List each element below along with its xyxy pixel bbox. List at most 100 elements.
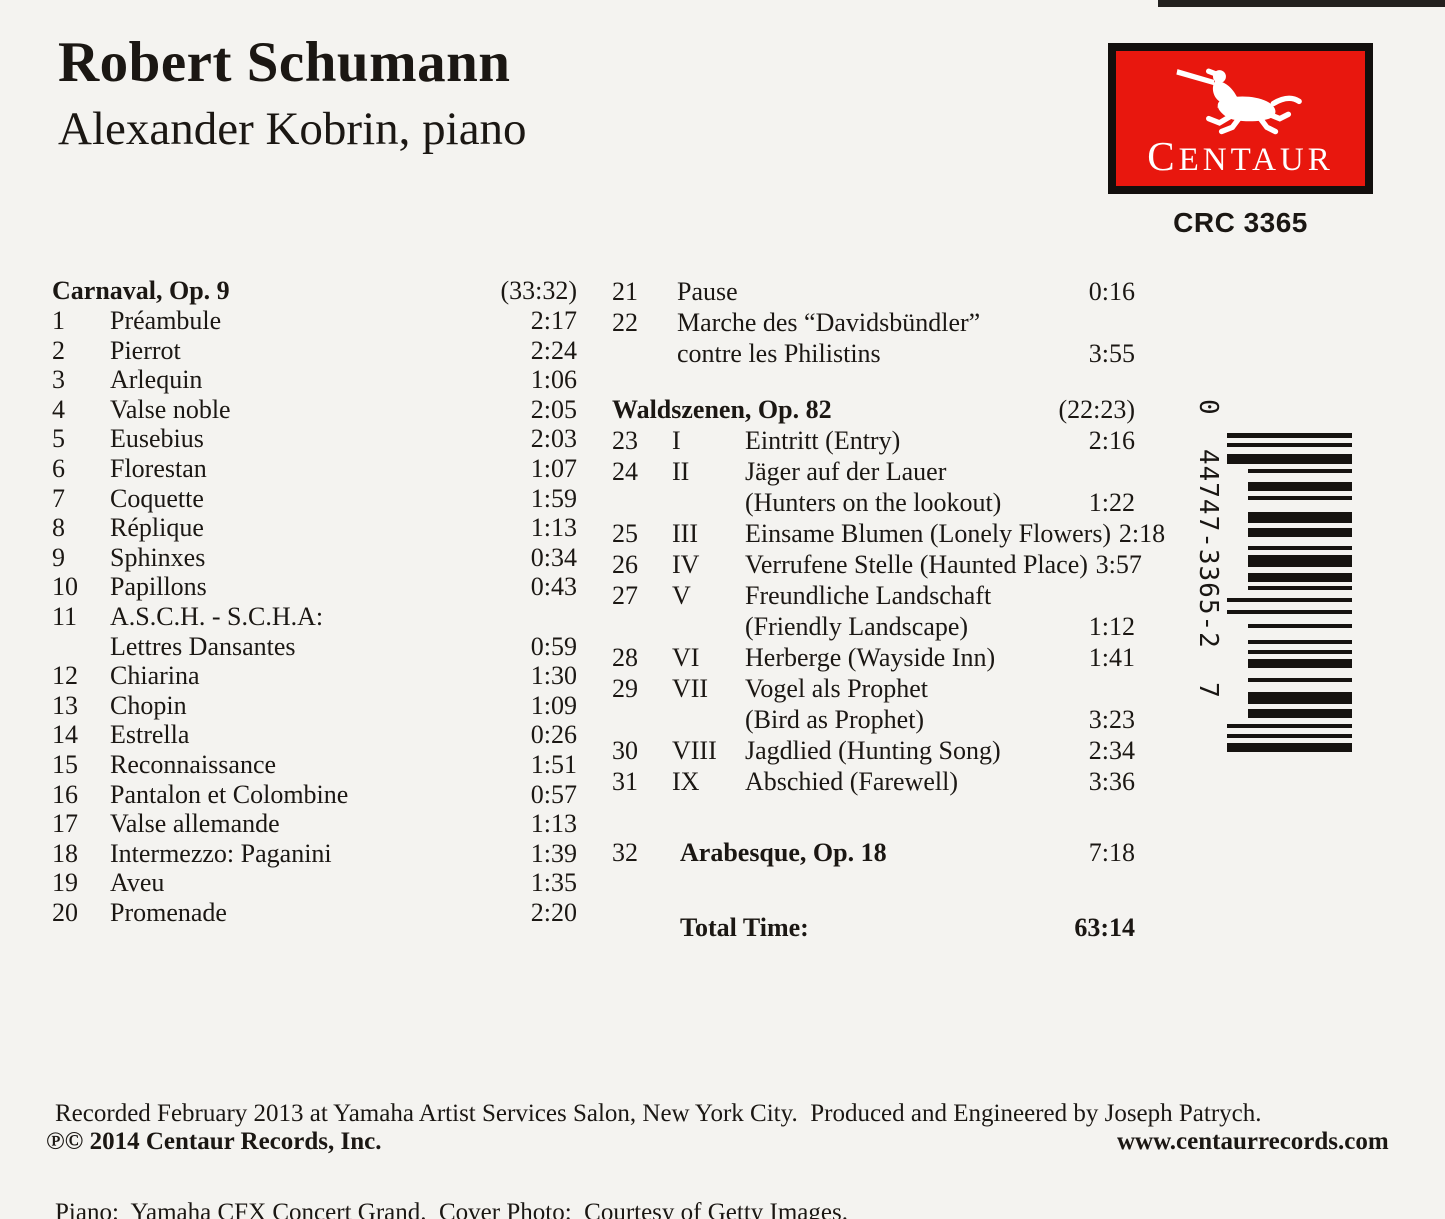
track-title: Valse noble — [110, 394, 231, 424]
track-row: (Bird as Prophet) 3:23 — [612, 704, 1135, 735]
barcode-stripe — [1248, 678, 1352, 682]
track-time: 0:59 — [530, 631, 577, 661]
barcode-stripe — [1248, 546, 1352, 550]
track-row: 2 Pierrot 2:24 — [52, 336, 577, 366]
track-time: 2:17 — [530, 306, 577, 335]
track-number: 12 — [52, 661, 78, 691]
track-time: 2:24 — [530, 335, 577, 365]
track-row: 10 Papillons 0:43 — [52, 572, 577, 602]
track-title: Marche des “Davidsbündler” — [677, 308, 981, 337]
track-title: Herberge (Wayside Inn) — [745, 643, 996, 672]
track-row: 12 Chiarina 1:30 — [52, 661, 577, 691]
track-row: 19 Aveu 1:35 — [52, 868, 577, 898]
track-number: 27 — [612, 581, 638, 610]
recording-credits: Recorded February 2013 at Yamaha Artist … — [55, 1031, 1345, 1219]
track-number: 17 — [52, 809, 78, 839]
track-time: 0:57 — [530, 779, 577, 809]
barcode-number: 0 44747-3365-2 7 — [1193, 399, 1223, 699]
track-row: 20 Promenade 2:20 — [52, 898, 577, 928]
track-time — [1081, 456, 1135, 487]
track-time: 1:51 — [530, 749, 577, 779]
tracklist-right-column: 21 Pause 0:16 22 Marche des “Davidsbündler” c… — [612, 276, 1165, 943]
track-title: (Hunters on the lookout) — [745, 488, 1002, 517]
movement-numeral: VII — [672, 674, 709, 703]
track-time: 0:34 — [530, 542, 577, 572]
track-time — [1081, 673, 1135, 704]
track-row: 3 Arlequin 1:06 — [52, 365, 577, 395]
barcode-stripe — [1227, 454, 1352, 464]
track-time: 1:13 — [530, 809, 577, 839]
track-number: 11 — [52, 601, 78, 631]
credits-line-2: Piano: Yamaha CFX Concert Grand. Cover P… — [55, 1199, 848, 1219]
track-row: 31 IX Abschied (Farewell) 3:36 — [612, 766, 1135, 797]
track-row: contre les Philistins 3:55 — [612, 338, 1135, 369]
track-time: 2:18 — [1118, 519, 1166, 548]
track-row: 21 Pause 0:16 — [612, 276, 1135, 307]
track-row: 14 Estrella 0:26 — [52, 720, 577, 750]
track-time: 3:55 — [1088, 339, 1135, 368]
work-title: Carnaval, Op. 9 — [52, 276, 230, 305]
movement-numeral — [672, 704, 745, 735]
track-title: Réplique — [110, 513, 204, 543]
track-row: 30 VIII Jagdlied (Hunting Song) 2:34 — [612, 735, 1135, 766]
website-url: www.centaurrecords.com — [1117, 1128, 1389, 1155]
movement-numeral: III — [672, 519, 698, 548]
waldszenen-tracks: 23 I Eintritt (Entry) 2:16 24 II Jäger auf der… — [612, 425, 1165, 797]
track-title: Lettres Dansantes — [110, 631, 296, 661]
track-number: 16 — [52, 779, 78, 809]
track-time: 1:22 — [1088, 488, 1135, 517]
movement-numeral: IX — [672, 767, 700, 796]
track-title: Abschied (Farewell) — [745, 767, 958, 796]
track-time: 0:26 — [530, 720, 577, 750]
performer-title: Alexander Kobrin, piano — [58, 103, 527, 155]
track-number: 24 — [612, 457, 638, 486]
track-time: 1:06 — [530, 365, 577, 395]
track-row: Lettres Dansantes 0:59 — [52, 632, 577, 662]
track-title: Eusebius — [110, 424, 204, 454]
track-title: Freundliche Landschaft — [745, 581, 992, 610]
movement-numeral: I — [672, 426, 681, 455]
barcode-stripe — [1248, 555, 1352, 567]
track-number: 30 — [612, 736, 638, 765]
track-number — [612, 487, 672, 518]
track-number: 8 — [52, 513, 65, 543]
track-row: 28 VI Herberge (Wayside Inn) 1:41 — [612, 642, 1135, 673]
track-title: (Bird as Prophet) — [745, 705, 925, 734]
track-row: 13 Chopin 1:09 — [52, 691, 577, 721]
track-number: 26 — [612, 550, 638, 579]
track-row: 15 Reconnaissance 1:51 — [52, 750, 577, 780]
track-time: 1:12 — [1088, 612, 1135, 641]
track-number: 29 — [612, 674, 638, 703]
movement-numeral: VI — [672, 643, 700, 672]
barcode-stripe — [1227, 433, 1352, 438]
track-title: Chiarina — [110, 661, 200, 691]
track-row: 24 II Jäger auf der Lauer — [612, 456, 1135, 487]
track-time: 0:43 — [530, 572, 577, 602]
track-number: 1 — [52, 306, 65, 335]
scan-edge-strip — [1158, 0, 1445, 7]
track-title: Papillons — [110, 572, 207, 602]
track-title: Pierrot — [110, 335, 181, 365]
track-title: Aveu — [110, 868, 165, 898]
composer-title: Robert Schumann — [58, 31, 511, 94]
barcode-stripe — [1248, 512, 1352, 523]
track-number: 28 — [612, 643, 638, 672]
barcode-stripe — [1248, 659, 1352, 668]
track-row: 11 A.S.C.H. - S.C.H.A: — [52, 602, 577, 632]
track-number: 23 — [612, 426, 638, 455]
track-time: 2:34 — [1088, 736, 1135, 765]
track-time: 2:16 — [1088, 426, 1135, 455]
tracklist-left-column: Carnaval, Op. 9 (33:32) 1 Préambule 2:17 2 P… — [52, 276, 577, 927]
total-time-label: Total Time: — [680, 913, 809, 942]
track-row: (Hunters on the lookout) 1:22 — [612, 487, 1135, 518]
track-row-arabesque: 32 Arabesque, Op. 18 7:18 — [612, 837, 1135, 868]
track-number: 21 — [612, 277, 638, 306]
track-number: 4 — [52, 394, 65, 424]
track-row: 23 I Eintritt (Entry) 2:16 — [612, 425, 1135, 456]
track-title: Promenade — [110, 897, 227, 927]
barcode-stripe — [1248, 496, 1352, 500]
track-row: (Friendly Landscape) 1:12 — [612, 611, 1135, 642]
track-number: 2 — [52, 335, 65, 365]
total-spacer — [612, 912, 680, 943]
